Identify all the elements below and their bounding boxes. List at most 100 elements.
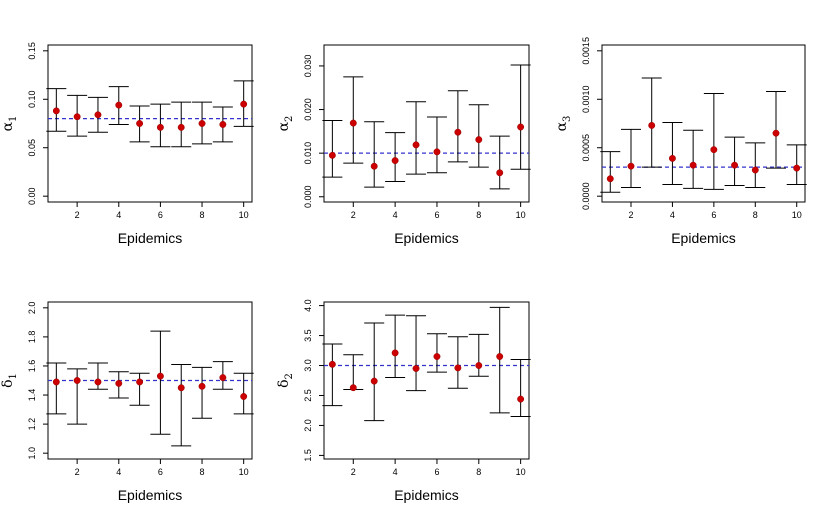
- y-axis-title: δ2: [276, 373, 295, 388]
- x-tick-label: 6: [158, 467, 163, 477]
- y-tick-label: 0.10: [27, 91, 37, 109]
- point-estimate: [496, 169, 504, 177]
- point-estimate: [606, 175, 614, 183]
- point-estimate: [517, 395, 525, 403]
- point-estimate: [454, 128, 462, 136]
- point-estimate: [454, 364, 462, 372]
- y-axis-subscript: 2: [284, 116, 295, 122]
- y-tick-label: 0.000: [303, 186, 313, 209]
- point-estimate: [115, 101, 123, 109]
- y-tick-label: 1.6: [27, 360, 37, 373]
- point-estimate: [328, 360, 336, 368]
- y-tick-label: 0.15: [27, 42, 37, 60]
- y-axis-title: α3: [554, 116, 573, 132]
- point-estimate: [433, 148, 441, 156]
- panel-alpha3: 2 4 6 8 10 0.0000 0.0005 0.0010 0.0015 Epidemics α…: [554, 37, 807, 246]
- y-axis-symbol: δ: [0, 379, 16, 387]
- panel-delta1: 2 4 6 8 10 1.0 1.2 1.4 1.6 1.8 2.0 Epidemics δ1: [0, 301, 254, 503]
- plot-frame: [601, 44, 806, 203]
- y-tick-label: 0.05: [27, 139, 37, 157]
- point-estimate: [240, 100, 248, 108]
- point-estimate: [240, 393, 248, 400]
- point-estimate: [219, 121, 227, 128]
- point-estimate: [73, 113, 81, 121]
- point-estimate: [433, 353, 441, 360]
- y-axis-subscript: 3: [562, 116, 573, 122]
- y-axis-symbol: α: [276, 121, 292, 131]
- point-estimate: [136, 120, 144, 127]
- y-tick-label: 1.8: [27, 331, 37, 344]
- x-tick-label: 4: [116, 467, 121, 477]
- point-estimate: [475, 362, 483, 369]
- y-axis-symbol: α: [554, 121, 570, 131]
- point-estimate: [115, 379, 123, 387]
- x-tick-label: 2: [75, 467, 80, 477]
- x-tick-label: 8: [476, 467, 481, 477]
- y-tick-label: 0.0015: [581, 37, 591, 65]
- point-estimate: [219, 374, 227, 382]
- y-tick-label: 1.4: [27, 389, 37, 402]
- point-estimate: [156, 372, 164, 380]
- y-tick-label: 2.0: [303, 419, 313, 432]
- point-estimate: [648, 121, 656, 129]
- point-estimate: [177, 384, 185, 392]
- x-tick-label: 6: [158, 210, 163, 220]
- y-tick-label: 0.0010: [581, 86, 591, 114]
- point-estimate: [731, 161, 739, 169]
- x-tick-label: 6: [711, 210, 716, 220]
- y-tick-label: 2.0: [27, 302, 37, 315]
- x-tick-label: 10: [792, 210, 802, 220]
- point-estimate: [349, 384, 357, 392]
- y-tick-label: 2.5: [303, 389, 313, 402]
- y-axis-title: α2: [276, 116, 295, 132]
- y-axis-subscript: 1: [8, 373, 19, 379]
- x-tick-label: 8: [200, 210, 205, 220]
- y-tick-label: 0.020: [303, 98, 313, 121]
- x-tick-label: 4: [393, 467, 398, 477]
- x-tick-label: 2: [75, 210, 80, 220]
- x-tick-label: 10: [516, 210, 526, 220]
- point-estimate: [517, 123, 525, 131]
- point-estimate: [73, 377, 81, 384]
- point-estimate: [412, 141, 420, 149]
- y-tick-label: 4.0: [303, 299, 313, 312]
- y-tick-label: 1.2: [27, 418, 37, 431]
- y-axis-symbol: α: [0, 121, 16, 131]
- y-axis-subscript: 1: [8, 116, 19, 122]
- x-tick-label: 8: [476, 210, 481, 220]
- point-estimate: [391, 157, 399, 165]
- panel-alpha1: 2 4 6 8 10 0.00 0.05 0.10 0.15 Epidemics α1: [0, 42, 254, 246]
- point-estimate: [668, 154, 676, 162]
- point-estimate: [793, 164, 801, 172]
- y-axis-title: α1: [0, 116, 19, 132]
- point-estimate: [391, 349, 399, 357]
- plot-frame: [47, 44, 253, 203]
- x-tick-label: 4: [393, 210, 398, 220]
- y-tick-label: 1.0: [27, 447, 37, 460]
- point-estimate: [328, 151, 336, 159]
- y-tick-label: 1.5: [303, 449, 313, 462]
- x-tick-label: 2: [351, 210, 356, 220]
- point-estimate: [52, 378, 60, 386]
- plot-frame: [323, 301, 530, 460]
- x-tick-label: 10: [239, 467, 249, 477]
- point-estimate: [496, 353, 504, 360]
- point-estimate: [689, 161, 697, 169]
- plot-frame: [323, 44, 530, 203]
- x-tick-label: 8: [753, 210, 758, 220]
- point-estimate: [412, 365, 420, 372]
- x-tick-label: 10: [239, 210, 249, 220]
- point-estimate: [136, 378, 144, 386]
- x-tick-label: 6: [434, 467, 439, 477]
- point-estimate: [475, 136, 483, 144]
- point-estimate: [370, 377, 378, 385]
- point-estimate: [710, 146, 718, 154]
- x-tick-label: 10: [516, 467, 526, 477]
- x-axis-title: Epidemics: [671, 230, 736, 246]
- point-estimate: [627, 162, 635, 170]
- y-axis-title: δ1: [0, 373, 19, 388]
- x-tick-label: 2: [351, 467, 356, 477]
